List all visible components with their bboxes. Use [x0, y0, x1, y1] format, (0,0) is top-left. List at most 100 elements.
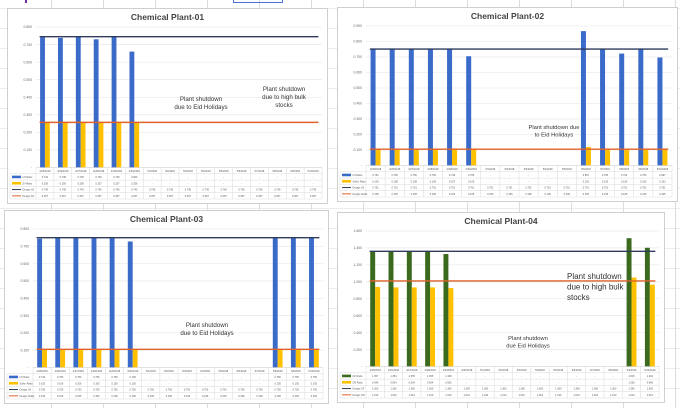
legend-label: CF Ratio: [353, 375, 363, 378]
data-table-value: -: [521, 375, 522, 378]
annotation-line: due Eid Holidays: [506, 344, 550, 350]
bar-u-i-ratio: [37, 238, 43, 368]
data-table-value: -: [490, 180, 491, 183]
x-tick-label: 5/7/2018: [255, 370, 265, 373]
annotation-line: due to high bulk: [567, 282, 624, 291]
data-table-value: 0.105: [111, 395, 118, 398]
x-tick-label: 5/5/2018: [553, 369, 563, 372]
bar-u-i-ratio: [600, 49, 606, 166]
legend-key: [9, 375, 18, 379]
annotation-line: Plant shutdown: [186, 322, 229, 329]
data-table-value: 0.105: [564, 193, 571, 196]
data-table-value: 1.360: [610, 388, 617, 391]
chart-chemical-plant-04[interactable]: Chemical Plant-04 - 0.200 0.400 0.600 0.800 1…: [337, 212, 665, 403]
bar-u-i-ratio: [272, 237, 278, 368]
bar-cf-ratio: [406, 251, 412, 367]
data-table-value: 0.745: [78, 176, 85, 179]
bar-u-i-ratio: [638, 49, 644, 166]
chart-title: Chemical Plant-01: [130, 12, 205, 22]
bar-cf-ratio: [644, 247, 650, 367]
data-table-value: 0.750: [166, 389, 173, 392]
bar-s-i-ratio: [44, 122, 50, 168]
data-table-value: 0.257: [238, 195, 245, 198]
data-table-value: 1.010: [573, 394, 580, 397]
legend-label: U/I Ratio: [23, 176, 33, 179]
y-tick-label: 0.900: [354, 24, 363, 28]
data-table-value: 1.328: [445, 375, 452, 378]
data-table-value: 0.750: [39, 389, 46, 392]
legend-label: Design Sulfur: [353, 193, 368, 196]
data-table-value: 0.107: [449, 180, 456, 183]
bar-sulfur-ratio: [394, 148, 400, 166]
data-table-value: 0.745: [95, 189, 102, 192]
bar-u-i-ratio: [309, 237, 314, 368]
data-table-value: 0.106: [75, 382, 82, 385]
x-tick-label: 5/2/2018: [164, 370, 174, 373]
data-table-value: 1.360: [445, 388, 452, 391]
data-table-value: 0.751: [659, 187, 666, 190]
data-table-value: -: [566, 174, 567, 177]
x-tick-label: 5/10/2018: [644, 369, 656, 372]
data-table-value: 1.010: [519, 394, 526, 397]
x-tick-label: 5/1/2018: [485, 168, 495, 171]
data-table-value: -: [188, 176, 189, 179]
bar-cr-ratio: [631, 277, 637, 367]
data-table-value: 0.750: [57, 376, 64, 379]
data-table-value: -: [466, 375, 467, 378]
y-tick-label: 0.200: [24, 131, 33, 135]
x-tick-label: 4/28/2018: [425, 369, 437, 372]
data-table-value: 0.745: [149, 189, 156, 192]
legend-key: [342, 173, 351, 177]
data-table-value: -: [150, 382, 151, 385]
data-table-value: 0.744: [39, 376, 46, 379]
bar-u-i-ratio: [389, 49, 395, 166]
data-table-value: 0.256: [42, 182, 49, 185]
chart-chemical-plant-01[interactable]: Chemical Plant-01 - 0.100 0.200 0.300 0.400 0…: [7, 8, 328, 204]
bar-u-i-ratio: [370, 49, 376, 166]
data-table-value: 0.940: [372, 381, 379, 384]
chart-chemical-plant-02[interactable]: Chemical Plant-02 - 0.100 0.200 0.300 0.400 0…: [337, 7, 678, 202]
legend-label: S/I Ratio: [23, 182, 33, 185]
y-tick-label: 0.100: [21, 348, 30, 352]
data-table-value: 0.105: [311, 382, 318, 385]
bar-cf-ratio: [370, 251, 376, 367]
x-tick-label: 5/5/2018: [218, 370, 228, 373]
bar-u-i-ratio: [55, 237, 61, 368]
data-table-value: 0.751: [372, 174, 379, 177]
bar-u-i-ratio: [109, 237, 115, 368]
y-tick-label: 0.300: [21, 314, 30, 318]
data-table-value: 0.257: [292, 195, 299, 198]
data-table-value: 1.357: [372, 375, 379, 378]
x-tick-label: 4/28/2018: [91, 370, 103, 373]
data-table-value: -: [169, 382, 170, 385]
data-table-value: 0.745: [274, 189, 281, 192]
data-table-value: 0.256: [131, 182, 138, 185]
bar-sulfur-ratio: [78, 349, 84, 368]
data-table-value: 1.360: [409, 388, 416, 391]
y-tick-label: 1.600: [354, 229, 363, 233]
legend-label: Sulfur Ratio: [20, 382, 34, 385]
data-table-value: 0.103: [659, 180, 666, 183]
data-table-value: 1.360: [372, 388, 379, 391]
x-tick-label: 4/29/2018: [447, 168, 459, 171]
bar-cf-ratio: [443, 254, 449, 367]
chart-title: Chemical Plant-02: [470, 11, 545, 21]
data-table-value: 0.257: [274, 195, 281, 198]
data-table-value: 0.745: [185, 189, 192, 192]
chart-chemical-plant-03[interactable]: Chemical Plant-03 - 0.100 0.200 0.300 0.400 0…: [4, 210, 329, 404]
data-table-value: 0.750: [640, 174, 647, 177]
bar-cr-ratio: [393, 287, 399, 367]
bar-sulfur-ratio: [375, 149, 381, 166]
data-table-value: 0.751: [372, 187, 379, 190]
bar-s-i-ratio: [80, 122, 86, 168]
chart-title: Chemical Plant-04: [464, 216, 538, 226]
chart-canvas: - 0.100 0.200 0.300 0.400 0.500 0.600 0.700 0.80…: [6, 227, 324, 400]
bar-cr-ratio: [448, 288, 454, 367]
y-tick-label: 0.800: [354, 40, 363, 44]
data-table-value: -: [150, 376, 151, 379]
data-table-value: 0.105: [293, 395, 300, 398]
data-table-value: -: [188, 182, 189, 185]
data-table-value: -: [205, 376, 206, 379]
x-tick-label: 5/3/2018: [183, 170, 193, 173]
data-table-value: 0.105: [148, 395, 155, 398]
